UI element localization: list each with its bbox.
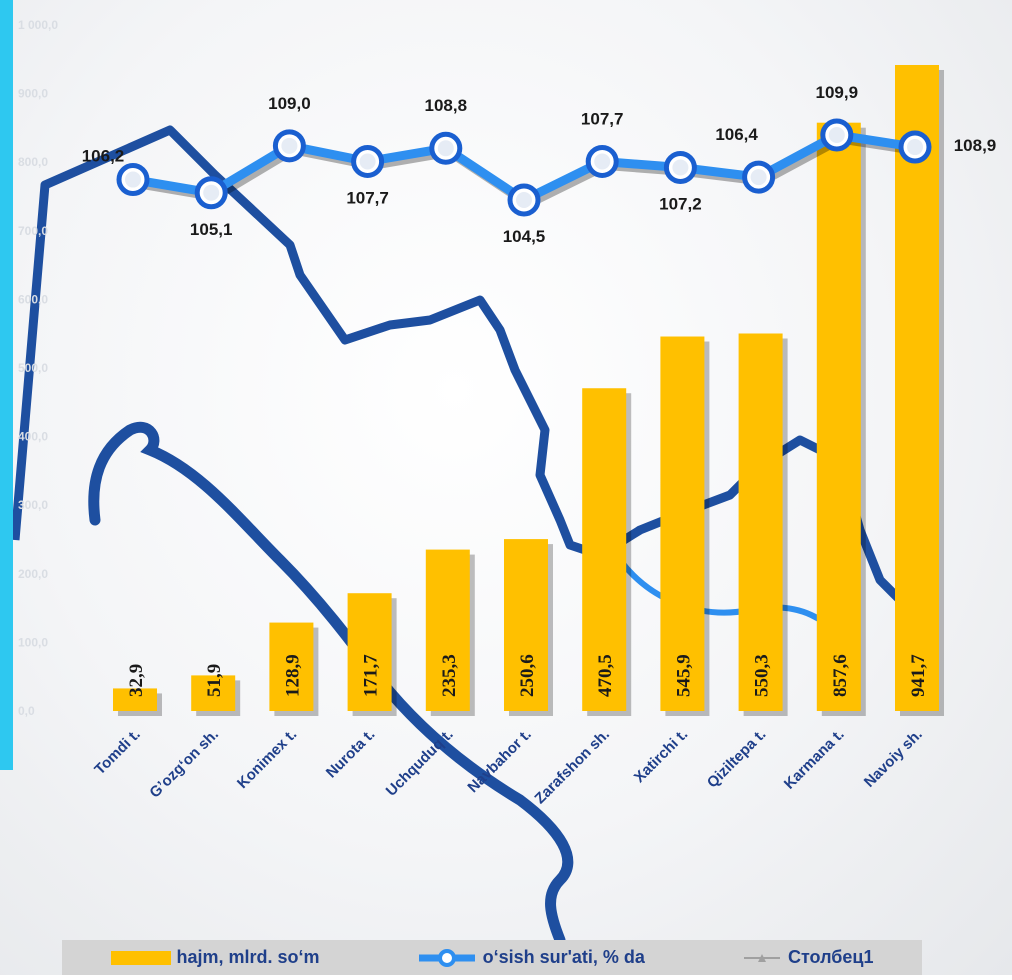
y-tick-label: 1 000,0 xyxy=(18,18,58,32)
bar xyxy=(816,122,861,711)
growth-point-inner xyxy=(516,192,532,208)
legend-bar-swatch xyxy=(110,950,171,965)
growth-point-inner xyxy=(828,127,845,143)
y-tick-label: 0,0 xyxy=(18,704,35,718)
bar xyxy=(113,688,157,711)
growth-value-label: 107,2 xyxy=(659,195,702,214)
bar-value-label: 857,6 xyxy=(830,654,851,697)
legend-label-column1: Столбец1 xyxy=(787,947,874,967)
growth-value-label: 104,5 xyxy=(503,227,546,246)
bar-value-label: 941,7 xyxy=(908,654,929,697)
y-tick-label: 200,0 xyxy=(18,567,48,581)
bar-value-label: 470,5 xyxy=(595,654,616,697)
legend-line-swatch xyxy=(418,948,475,967)
y-tick-label: 400,0 xyxy=(18,430,48,444)
growth-point-inner xyxy=(281,137,298,154)
x-tick-label: Xatirchi t. xyxy=(631,726,691,786)
bar xyxy=(895,64,939,712)
growth-value-label: 106,2 xyxy=(82,147,125,166)
growth-point-inner xyxy=(359,153,376,170)
x-tick-label: Uchquduq t. xyxy=(383,726,457,800)
bar xyxy=(269,622,314,711)
x-axis-ticks: Tomdi t. G’ozg‘on sh. Konimex t. Nurota t. U… xyxy=(91,726,925,808)
y-tick-label: 800,0 xyxy=(18,155,48,169)
legend-label-volume: hajm, mlrd. so‘m xyxy=(176,947,320,967)
bar xyxy=(191,675,236,711)
legend-item-column1: Столбец1 xyxy=(742,947,874,968)
bar-value-label: 250,6 xyxy=(517,654,538,697)
bar xyxy=(660,336,705,711)
x-tick-label: Tomdi t. xyxy=(91,726,143,778)
growth-value-label: 106,4 xyxy=(715,125,758,144)
legend-item-volume: hajm, mlrd. so‘m xyxy=(110,947,320,968)
y-tick-label: 300,0 xyxy=(18,498,48,512)
legend-gray-swatch xyxy=(743,953,780,962)
growth-line: 106,2 105,1 109,0 107,7 108,8 104,5 107,7 107,2… xyxy=(82,83,997,246)
bar-value-label: 51,9 xyxy=(204,664,225,697)
growth-value-label: 108,9 xyxy=(954,136,997,155)
y-tick-label: 700,0 xyxy=(18,224,48,238)
bar xyxy=(425,549,470,711)
legend-label-growth: o‘sish sur'ati, % da xyxy=(482,947,645,967)
growth-value-label: 105,1 xyxy=(190,220,233,239)
growth-point-inner xyxy=(750,169,767,186)
bar-value-label: 128,9 xyxy=(282,654,303,697)
growth-value-label: 109,0 xyxy=(268,94,311,113)
bars xyxy=(113,64,944,717)
x-tick-label: Zarafshon sh. xyxy=(531,726,613,808)
growth-value-label: 109,9 xyxy=(816,83,859,102)
growth-point-inner xyxy=(594,153,611,170)
bar-value-label: 32,9 xyxy=(126,664,147,697)
y-axis-ticks: 0,0 100,0 200,0 300,0 400,0 500,0 600,0 700,0 80… xyxy=(18,18,58,718)
x-tick-label: Konimex t. xyxy=(234,726,300,792)
growth-point-inner xyxy=(672,159,689,176)
x-tick-label: Nurota t. xyxy=(323,726,379,782)
y-tick-label: 600,0 xyxy=(18,292,48,306)
growth-value-label: 108,8 xyxy=(425,96,468,115)
bar xyxy=(504,539,548,711)
growth-point-inner xyxy=(437,140,454,157)
bar xyxy=(738,333,783,711)
growth-value-label: 107,7 xyxy=(581,109,624,128)
x-tick-label: G’ozg‘on sh. xyxy=(146,726,222,802)
x-tick-label: Qiziltepa t. xyxy=(704,726,770,792)
growth-value-label: 107,7 xyxy=(346,188,389,207)
growth-point-inner xyxy=(907,139,923,156)
bar-labels: 32,9 51,9 128,9 171,7 235,3 250,6 470,5 545,9 55… xyxy=(126,654,929,697)
growth-point-inner xyxy=(125,171,141,188)
bar-value-label: 235,3 xyxy=(439,654,460,697)
bar-value-label: 550,3 xyxy=(752,654,773,697)
y-tick-label: 900,0 xyxy=(18,87,48,101)
bar xyxy=(582,388,627,711)
x-tick-label: Navoiy sh. xyxy=(861,726,926,791)
y-tick-label: 100,0 xyxy=(18,635,48,649)
bar xyxy=(347,593,392,711)
legend: hajm, mlrd. so‘m o‘sish sur'ati, % da Ст… xyxy=(62,940,922,975)
legend-item-growth: o‘sish sur'ati, % da xyxy=(417,947,645,968)
growth-point-inner xyxy=(203,184,220,201)
bar-value-label: 171,7 xyxy=(361,654,382,697)
x-tick-label: Karmana t. xyxy=(781,726,848,793)
x-tick-label: Navbahor t. xyxy=(464,726,534,796)
bar-value-label: 545,9 xyxy=(673,654,694,697)
y-tick-label: 500,0 xyxy=(18,361,48,375)
